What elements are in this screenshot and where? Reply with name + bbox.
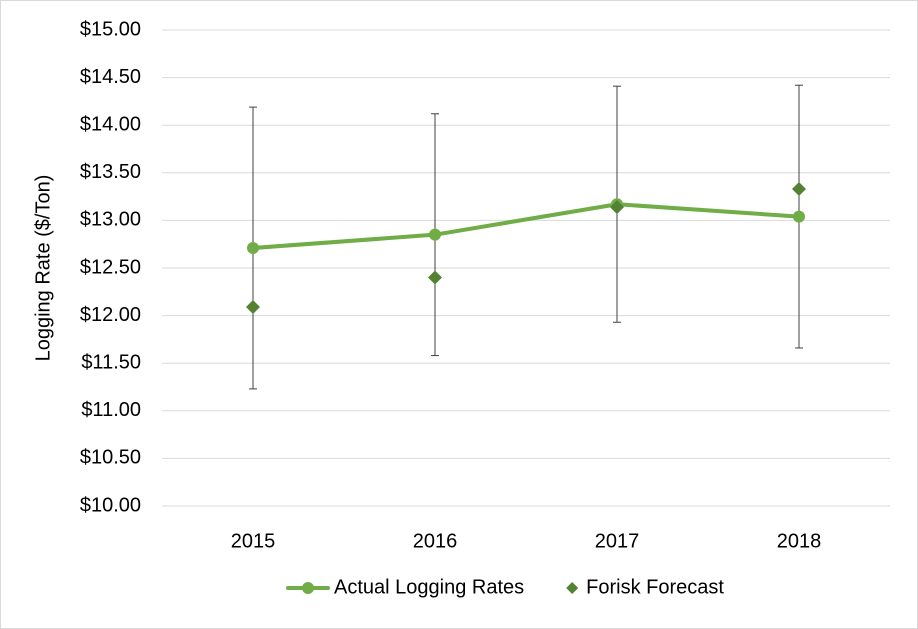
y-axis-title: Logging Rate ($/Ton) bbox=[32, 175, 54, 362]
y-tick-label: $13.00 bbox=[80, 209, 141, 231]
y-tick-label: $13.50 bbox=[80, 161, 141, 183]
data-point bbox=[428, 270, 442, 285]
data-point bbox=[610, 200, 624, 215]
data-point bbox=[246, 300, 260, 315]
y-tick-label: $12.50 bbox=[80, 256, 141, 278]
data-point bbox=[247, 242, 259, 255]
x-tick-label: 2017 bbox=[595, 530, 640, 552]
x-tick-label: 2015 bbox=[231, 530, 276, 552]
legend-label: Actual Logging Rates bbox=[334, 576, 524, 598]
y-tick-label: $12.00 bbox=[80, 304, 141, 326]
y-tick-label: $11.50 bbox=[81, 351, 141, 373]
y-tick-label: $14.00 bbox=[80, 113, 141, 135]
legend-label: Forisk Forecast bbox=[586, 576, 724, 598]
y-tick-label: $14.50 bbox=[80, 66, 141, 88]
series-line bbox=[251, 202, 801, 251]
y-tick-label: $15.00 bbox=[80, 18, 141, 40]
data-point bbox=[792, 181, 806, 196]
y-tick-label: $10.00 bbox=[80, 494, 141, 516]
y-tick-label: $11.00 bbox=[81, 399, 141, 421]
data-point bbox=[793, 210, 805, 223]
legend-marker bbox=[566, 582, 579, 594]
legend-marker bbox=[302, 582, 315, 594]
x-tick-label: 2018 bbox=[777, 530, 822, 552]
x-tick-label: 2016 bbox=[413, 530, 458, 552]
y-tick-label: $10.50 bbox=[80, 447, 141, 469]
data-point bbox=[429, 228, 441, 241]
